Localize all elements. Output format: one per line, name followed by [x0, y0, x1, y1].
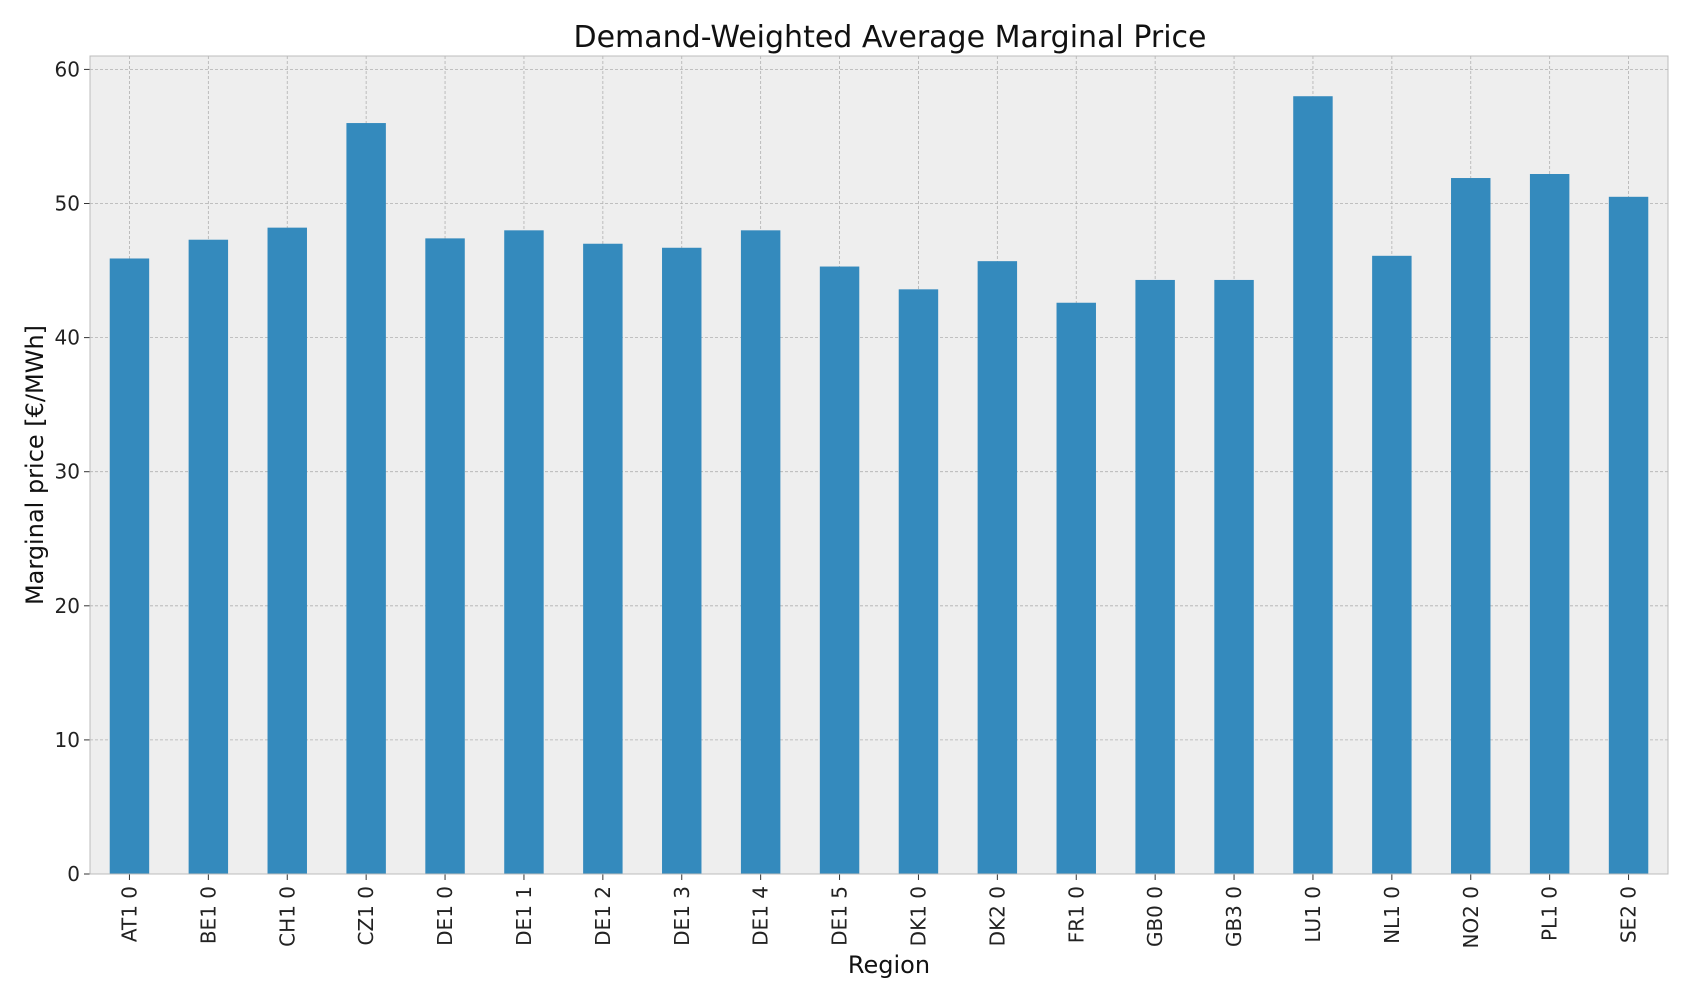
x-tick-label: CZ1 0 — [354, 886, 378, 945]
x-tick-label: DE1 5 — [828, 886, 852, 946]
bar-cz1-0 — [346, 123, 386, 874]
x-tick-label: SE2 0 — [1617, 886, 1641, 943]
x-tick-label: GB0 0 — [1143, 886, 1167, 947]
x-tick-label: DE1 0 — [433, 886, 457, 946]
y-tick-label: 0 — [67, 862, 80, 886]
x-tick-label: AT1 0 — [117, 886, 141, 942]
x-axis-label: Region — [848, 951, 930, 979]
bar-pl1-0 — [1529, 174, 1570, 874]
x-tick-label: DE1 2 — [591, 886, 615, 946]
y-tick-label: 40 — [55, 326, 80, 350]
x-tick-label: DE1 1 — [512, 886, 536, 946]
x-tick-label: CH1 0 — [275, 886, 299, 947]
bar-gb0-0 — [1135, 279, 1175, 874]
bar-be1-0 — [188, 239, 229, 875]
x-tick-label: GB3 0 — [1222, 886, 1246, 947]
bar-fr1-0 — [1056, 302, 1096, 875]
bar-de1-2 — [583, 243, 623, 875]
bar-de1-5 — [819, 266, 860, 874]
y-axis-label: Marginal price [€/MWh] — [21, 325, 49, 605]
x-axis-ticks: AT1 0 BE1 0 CH1 0 CZ1 0 DE1 0 DE1 1 DE1 2 DE1 3… — [117, 874, 1641, 949]
x-tick-label: NO2 0 — [1459, 886, 1483, 949]
y-axis-ticks: 0 10 20 30 40 50 60 — [55, 57, 90, 886]
bar-dk1-0 — [898, 289, 939, 874]
x-tick-label: BE1 0 — [196, 886, 220, 944]
x-tick-label: DE1 3 — [670, 886, 694, 946]
y-tick-label: 30 — [55, 460, 80, 484]
bar-de1-0 — [425, 238, 465, 874]
bar-dk2-0 — [977, 261, 1018, 874]
bar-se2-0 — [1608, 196, 1649, 874]
bar-no2-0 — [1451, 178, 1491, 874]
plot-frame — [89, 55, 1669, 875]
y-tick-label: 20 — [55, 594, 80, 618]
bars — [109, 96, 1649, 875]
y-tick-label: 50 — [55, 192, 80, 216]
bar-de1-1 — [504, 230, 544, 874]
x-tick-label: FR1 0 — [1064, 886, 1088, 943]
y-tick-label: 60 — [55, 57, 80, 81]
y-tick-label: 10 — [55, 728, 80, 752]
x-tick-label: NL1 0 — [1380, 886, 1404, 944]
bar-nl1-0 — [1372, 255, 1412, 874]
bar-gb3-0 — [1214, 279, 1254, 874]
bar-de1-3 — [662, 247, 702, 875]
bar-lu1-0 — [1293, 96, 1333, 875]
x-tick-label: LU1 0 — [1301, 886, 1325, 943]
x-tick-label: DK1 0 — [906, 886, 930, 946]
chart-title: Demand-Weighted Average Marginal Price — [573, 20, 1206, 55]
plot-area — [90, 56, 1668, 874]
x-tick-label: DE1 4 — [749, 886, 773, 946]
x-tick-label: DK2 0 — [985, 886, 1009, 946]
x-tick-label: PL1 0 — [1538, 886, 1562, 941]
bar-ch1-0 — [267, 227, 307, 875]
bar-at1-0 — [109, 258, 150, 874]
bar-de1-4 — [740, 230, 781, 874]
